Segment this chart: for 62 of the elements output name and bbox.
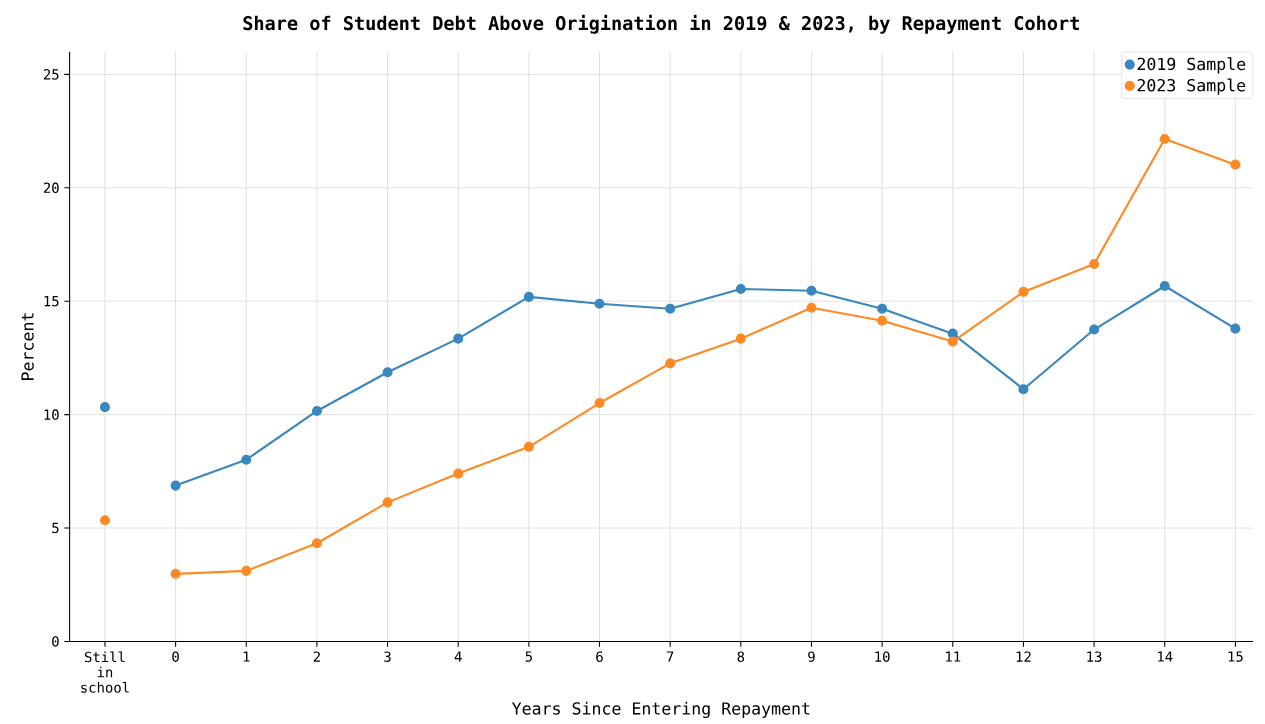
legend-label: 2023 Sample — [1137, 78, 1246, 95]
point — [523, 291, 534, 302]
point — [947, 328, 958, 339]
point — [170, 568, 181, 579]
point — [735, 333, 746, 344]
point — [453, 468, 464, 479]
point — [594, 398, 605, 409]
point — [453, 333, 464, 344]
x-axis-title: Years Since Entering Repayment — [511, 701, 810, 719]
x-tick-label: 11 — [946, 651, 961, 662]
point — [947, 336, 958, 347]
x-tick-label: 13 — [1087, 651, 1102, 662]
point — [523, 441, 534, 452]
point — [1230, 323, 1241, 334]
point — [241, 454, 252, 465]
x-tick-label: 14 — [1158, 651, 1173, 662]
y-tick-label: 0 — [52, 636, 59, 647]
point — [311, 405, 322, 417]
point — [594, 298, 605, 309]
point — [99, 515, 110, 526]
point — [806, 285, 817, 296]
point — [877, 315, 888, 326]
x-tick-label: 8 — [737, 651, 745, 662]
point — [311, 538, 322, 549]
y-tick-label: 25 — [43, 69, 59, 80]
x-tick-label: 15 — [1228, 651, 1243, 662]
point — [170, 480, 181, 491]
point — [382, 367, 393, 378]
point — [735, 283, 746, 295]
point — [1230, 159, 1241, 170]
point — [1018, 286, 1029, 297]
point — [1089, 258, 1100, 270]
point — [665, 358, 676, 369]
x-tick-label: 3 — [384, 651, 391, 662]
point — [1159, 134, 1170, 145]
x-tick-label: 0 — [172, 651, 179, 662]
point — [1089, 324, 1100, 335]
x-tick-label: 12 — [1016, 651, 1031, 662]
point — [99, 402, 110, 413]
x-tick-label: 5 — [525, 651, 532, 662]
point — [877, 303, 888, 314]
y-tick-label: 15 — [44, 296, 59, 307]
legend-label: 2019 Sample — [1137, 57, 1246, 74]
point — [1018, 384, 1029, 395]
x-tick-label: 6 — [596, 651, 603, 662]
chart-title: Share of Student Debt Above Origination in 2019 & 2023, by Repayment Cohort — [243, 14, 1079, 34]
x-tick-label: 7 — [666, 651, 674, 662]
point — [1159, 280, 1170, 292]
y-tick-label: 20 — [43, 182, 59, 194]
y-axis-title: Percent — [21, 313, 34, 380]
point — [665, 303, 676, 314]
x-tick-label: 10 — [875, 651, 890, 662]
x-tick-label: Still in school — [81, 651, 129, 693]
y-tick-label: 5 — [52, 522, 59, 534]
y-tick-label: 10 — [44, 409, 59, 420]
point — [382, 497, 393, 508]
point — [241, 565, 252, 576]
x-tick-label: 1 — [243, 651, 250, 662]
x-tick-label: 9 — [808, 651, 815, 662]
x-tick-label: 2 — [313, 651, 320, 662]
x-tick-label: 4 — [454, 651, 462, 662]
point — [806, 302, 817, 313]
